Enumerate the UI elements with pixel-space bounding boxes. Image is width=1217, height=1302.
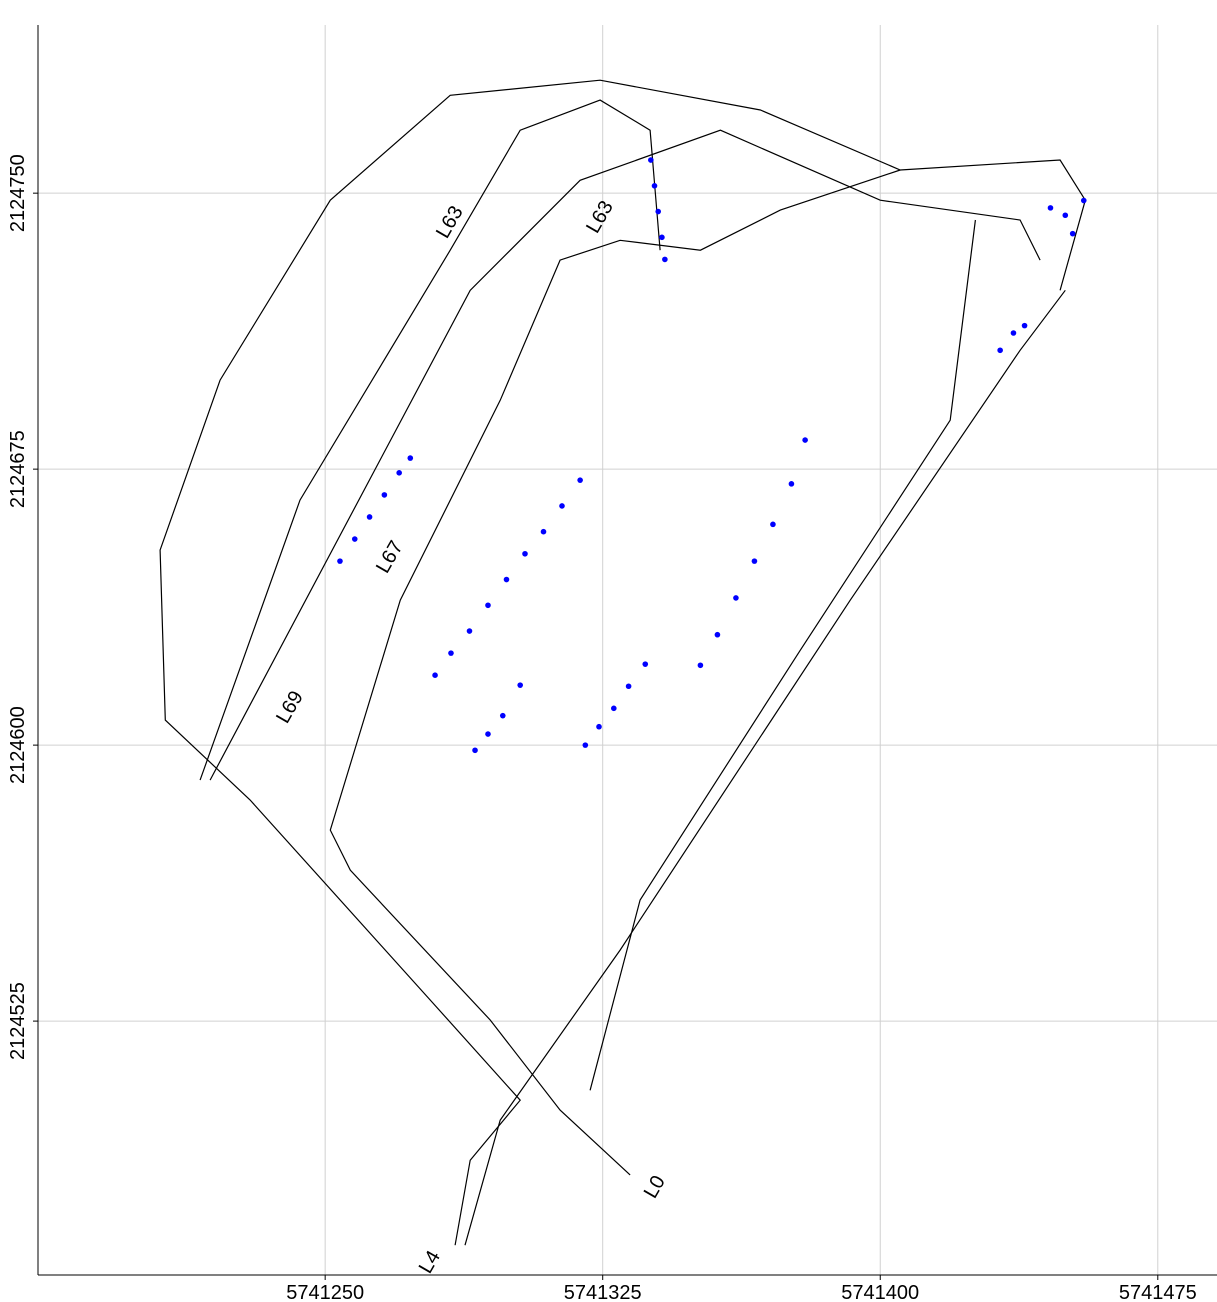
point	[381, 492, 388, 498]
point	[1062, 212, 1069, 219]
x-tick-label: 5741250	[286, 1282, 364, 1302]
point	[714, 631, 721, 638]
point	[651, 183, 658, 189]
point	[432, 672, 438, 679]
trajectory	[589, 219, 976, 1091]
point	[472, 747, 478, 754]
point	[770, 521, 776, 528]
point	[366, 514, 373, 520]
point	[751, 558, 758, 564]
point	[611, 705, 617, 712]
point	[1021, 322, 1028, 329]
x-tick-label: 5741475	[1119, 1282, 1197, 1302]
point	[1080, 197, 1087, 204]
y-tick-label: 2124600	[7, 706, 29, 784]
point	[522, 550, 528, 557]
point	[540, 528, 547, 535]
trajectory	[329, 169, 901, 1176]
y-tick-label: 2124675	[7, 430, 29, 508]
trajectory	[199, 99, 661, 781]
point	[733, 595, 739, 601]
point	[485, 731, 491, 737]
y-tick-label: 2124525	[7, 982, 29, 1060]
point	[648, 157, 654, 163]
point	[596, 723, 602, 730]
point	[788, 481, 795, 487]
point	[582, 742, 589, 748]
point	[499, 712, 506, 719]
point	[662, 256, 668, 263]
y-tick-label: 2124750	[7, 154, 29, 232]
point	[997, 347, 1003, 354]
trajectory	[209, 129, 1041, 781]
point	[659, 234, 665, 241]
plot-area	[38, 25, 1217, 1275]
point	[1047, 205, 1054, 211]
point	[396, 470, 402, 476]
point	[577, 477, 583, 483]
point	[517, 682, 523, 688]
point	[503, 576, 510, 583]
point	[448, 650, 454, 656]
point	[642, 661, 649, 667]
x-tick-label: 5741400	[841, 1282, 919, 1302]
point	[407, 455, 414, 461]
x-tick-label: 5741325	[564, 1282, 642, 1302]
point	[337, 558, 343, 564]
point	[351, 536, 358, 542]
point	[559, 503, 565, 509]
point	[802, 437, 808, 443]
point	[625, 683, 632, 690]
trajectory	[159, 79, 1086, 1246]
point	[485, 602, 491, 609]
point	[655, 208, 662, 215]
point	[466, 628, 473, 634]
point	[1010, 330, 1017, 336]
point	[697, 662, 704, 669]
trajectory	[464, 289, 1066, 1246]
point	[1069, 230, 1076, 237]
